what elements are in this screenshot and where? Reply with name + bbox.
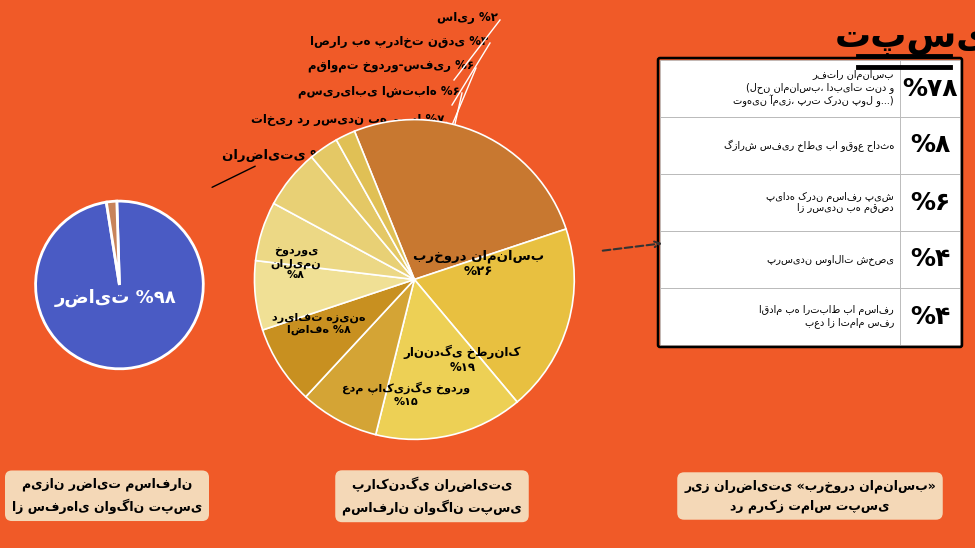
Text: رانندگی خطرناک
%۱۹: رانندگی خطرناک %۱۹ [404,345,521,374]
Text: %۴: %۴ [910,248,950,271]
Text: %۸: %۸ [910,134,950,157]
Text: عدم پاکیزگی خودرو
%۱۵: عدم پاکیزگی خودرو %۱۵ [342,382,471,407]
Text: تپسی: تپسی [835,21,975,55]
Wedge shape [375,279,517,439]
Text: تاخیر در رسیدن به مبدا %۷: تاخیر در رسیدن به مبدا %۷ [251,113,444,127]
Text: مسیریابی اشتباه %۶: مسیریابی اشتباه %۶ [298,84,460,98]
Text: میزان رضایت مسافران
از سفرهای ناوگان تپسی: میزان رضایت مسافران از سفرهای ناوگان تپس… [12,478,202,514]
Text: پیاده کردن مسافر پیش
از رسیدن به مقصد: پیاده کردن مسافر پیش از رسیدن به مقصد [766,192,894,213]
Text: اقدام به ارتباط با مسافر
بعد از اتمام سفر: اقدام به ارتباط با مسافر بعد از اتمام سف… [760,305,894,328]
Text: دریافت هزینه
اضافه %۸: دریافت هزینه اضافه %۸ [272,313,366,335]
Text: پراکندگی نارضایتی
مسافران ناوگان تپسی: پراکندگی نارضایتی مسافران ناوگان تپسی [342,477,522,515]
Text: اصرار به پرداخت نقدی %۳: اصرار به پرداخت نقدی %۳ [310,35,488,48]
Text: برخورد نامناسب
%۲۶: برخورد نامناسب %۲۶ [412,249,544,278]
Wedge shape [336,131,414,279]
FancyBboxPatch shape [660,60,960,117]
Text: پرسیدن سوالات شخصی: پرسیدن سوالات شخصی [767,254,894,265]
FancyBboxPatch shape [660,117,960,174]
Text: %۶: %۶ [910,191,950,214]
Text: %۷۸: %۷۸ [902,77,957,100]
Text: ریز نارضایتی «برخورد نامناسب»
در مرکز تماس تپسی: ریز نارضایتی «برخورد نامناسب» در مرکز تم… [684,479,936,513]
Wedge shape [274,157,414,279]
Wedge shape [106,201,119,285]
Wedge shape [312,140,414,279]
Wedge shape [36,201,203,369]
Text: گزارش سفیر خاطی با وقوع حادثه: گزارش سفیر خاطی با وقوع حادثه [723,139,894,152]
Text: نارضایتی %۲: نارضایتی %۲ [213,149,332,187]
Text: رضایت %۹۸: رضایت %۹۸ [55,288,176,307]
Text: رفتار نامناسب
(لحن نامناسب، ادبیات تند و
توهین آمیز، پرت کردن پول و...): رفتار نامناسب (لحن نامناسب، ادبیات تند و… [733,70,894,107]
FancyBboxPatch shape [660,288,960,345]
Wedge shape [306,279,414,435]
Wedge shape [414,229,574,402]
FancyBboxPatch shape [660,231,960,288]
Text: %۴: %۴ [910,305,950,328]
Wedge shape [254,260,414,330]
Text: سایر %۲: سایر %۲ [437,12,498,25]
Wedge shape [262,279,414,397]
Text: مقاومت خودرو-سفیر %۶: مقاومت خودرو-سفیر %۶ [308,60,474,72]
FancyBboxPatch shape [660,174,960,231]
Text: خودروی
نالیمن
%۸: خودروی نالیمن %۸ [271,247,322,280]
Wedge shape [355,119,566,279]
Wedge shape [255,203,414,279]
